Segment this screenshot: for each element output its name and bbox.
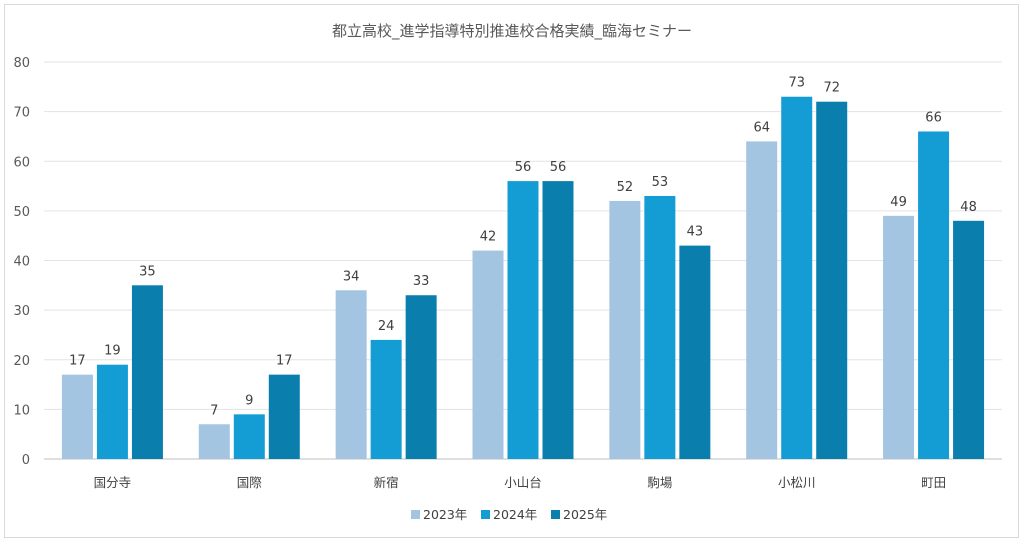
legend-label: 2024年 bbox=[493, 507, 537, 522]
legend-swatch bbox=[551, 510, 560, 519]
bar bbox=[268, 374, 300, 459]
bar bbox=[918, 131, 950, 459]
bar bbox=[609, 200, 641, 459]
bar bbox=[781, 96, 813, 460]
bar bbox=[679, 245, 711, 459]
y-tick-label: 10 bbox=[13, 403, 30, 418]
data-label: 66 bbox=[925, 110, 942, 125]
y-axis: 0 10 20 30 40 50 60 70 80 bbox=[13, 56, 30, 468]
bar bbox=[335, 290, 367, 459]
data-label: 56 bbox=[515, 160, 532, 175]
y-tick-label: 60 bbox=[13, 155, 30, 170]
bar bbox=[644, 195, 676, 460]
bar bbox=[883, 215, 915, 459]
data-label: 7 bbox=[210, 403, 218, 418]
bar bbox=[746, 141, 778, 459]
data-label: 52 bbox=[617, 180, 634, 195]
data-label: 34 bbox=[343, 269, 360, 284]
x-tick-label: 小松川 bbox=[778, 475, 816, 490]
y-tick-label: 50 bbox=[13, 205, 30, 220]
y-tick-label: 20 bbox=[13, 354, 30, 369]
data-label: 73 bbox=[788, 76, 805, 91]
data-label: 17 bbox=[276, 354, 293, 369]
data-label: 56 bbox=[550, 160, 567, 175]
x-tick-label: 新宿 bbox=[374, 475, 399, 490]
y-tick-label: 70 bbox=[13, 106, 30, 121]
x-tick-label: 国分寺 bbox=[94, 475, 132, 490]
data-label: 9 bbox=[245, 393, 253, 408]
x-tick-label: 小山台 bbox=[504, 475, 542, 490]
data-label: 64 bbox=[753, 120, 770, 135]
data-label: 42 bbox=[480, 230, 497, 245]
bar bbox=[542, 181, 574, 459]
chart-title: 都立高校_進学指導特別推進校合格実績_臨海セミナー bbox=[332, 22, 692, 41]
bar bbox=[131, 285, 163, 459]
data-label: 72 bbox=[823, 81, 840, 96]
x-axis: 国分寺 国際 新宿 小山台 駒場 小松川 町田 bbox=[94, 475, 946, 490]
bar bbox=[405, 295, 437, 459]
bars bbox=[61, 96, 985, 460]
bar bbox=[233, 414, 265, 459]
bar bbox=[816, 101, 848, 459]
legend-swatch bbox=[411, 510, 420, 519]
x-tick-label: 町田 bbox=[921, 475, 946, 490]
data-label: 17 bbox=[69, 354, 86, 369]
legend: 2023年 2024年 2025年 bbox=[411, 507, 607, 522]
y-tick-label: 40 bbox=[13, 255, 30, 270]
y-tick-label: 80 bbox=[13, 56, 30, 71]
x-tick-label: 駒場 bbox=[647, 475, 672, 490]
data-label: 35 bbox=[139, 264, 156, 279]
y-tick-label: 0 bbox=[22, 453, 30, 468]
bar bbox=[472, 250, 504, 459]
bar bbox=[507, 181, 539, 459]
data-label: 24 bbox=[378, 319, 395, 334]
data-labels: 17 19 35 7 9 17 34 24 33 42 56 56 52 53 43 64 73 72 49 66 48 bbox=[69, 76, 977, 419]
data-label: 19 bbox=[104, 344, 121, 359]
bar bbox=[198, 424, 230, 459]
legend-swatch bbox=[481, 510, 490, 519]
data-label: 53 bbox=[652, 175, 669, 190]
data-label: 49 bbox=[890, 195, 907, 210]
bar bbox=[96, 364, 128, 459]
bar bbox=[953, 220, 985, 459]
legend-label: 2025年 bbox=[563, 507, 607, 522]
data-label: 33 bbox=[413, 274, 430, 289]
legend-label: 2023年 bbox=[423, 507, 467, 522]
bar bbox=[61, 374, 93, 459]
data-label: 48 bbox=[960, 200, 977, 215]
x-tick-label: 国際 bbox=[237, 475, 263, 490]
data-label: 43 bbox=[687, 225, 704, 240]
y-tick-label: 30 bbox=[13, 304, 30, 319]
bar bbox=[370, 339, 402, 459]
